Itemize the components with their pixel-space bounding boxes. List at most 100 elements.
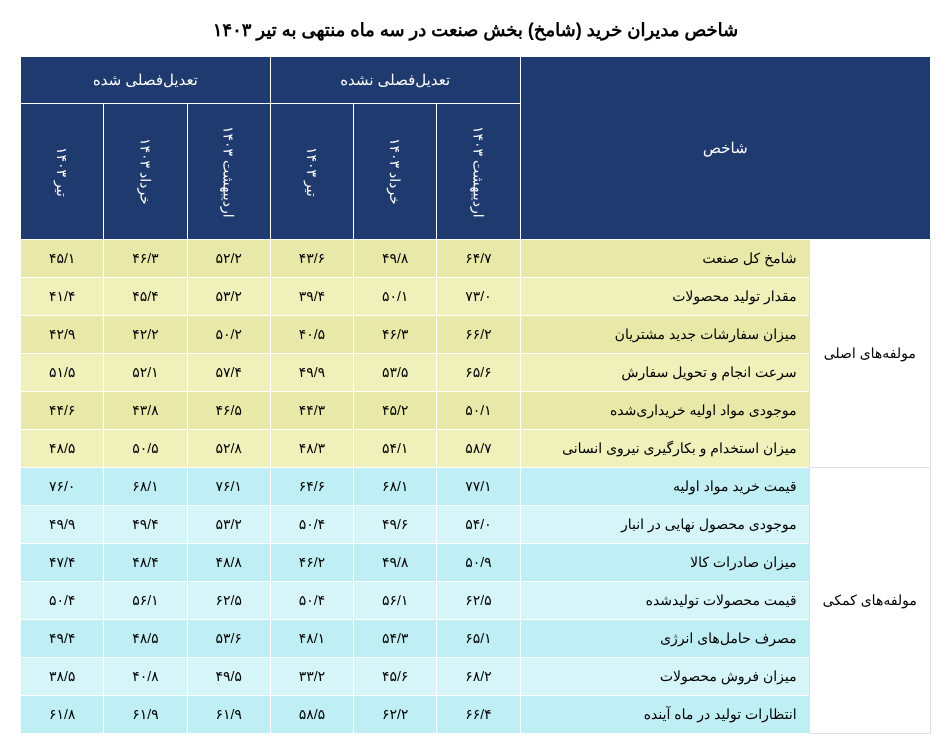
header-month-u1: اردیبهشت ۱۴۰۳: [437, 104, 520, 240]
table-row: مصرف حامل‌های انرژی ۶۵/۱ ۵۴/۳ ۴۸/۱ ۵۳/۶ …: [21, 620, 931, 658]
cell: ۶۴/۷: [437, 240, 520, 278]
cell: ۶۴/۶: [270, 468, 353, 506]
table-row: میزان استخدام و بکارگیری نیروی انسانی ۵۸…: [21, 430, 931, 468]
cell: ۴۷/۴: [21, 544, 104, 582]
cell: ۷۶/۱: [187, 468, 270, 506]
cell: ۴۴/۳: [270, 392, 353, 430]
cell: ۶۵/۶: [437, 354, 520, 392]
cell: ۴۳/۶: [270, 240, 353, 278]
cell: ۷۳/۰: [437, 278, 520, 316]
cell: ۶۵/۱: [437, 620, 520, 658]
cell: ۴۸/۵: [104, 620, 187, 658]
cell: ۵۸/۵: [270, 696, 353, 734]
header-month-a2: خرداد ۱۴۰۳: [104, 104, 187, 240]
table-row: مقدار تولید محصولات ۷۳/۰ ۵۰/۱ ۳۹/۴ ۵۳/۲ …: [21, 278, 931, 316]
header-month-u2: خرداد ۱۴۰۳: [354, 104, 437, 240]
cell: ۴۱/۴: [21, 278, 104, 316]
section-main: مولفه‌های اصلی: [809, 240, 930, 468]
cell-name: میزان صادرات کالا: [520, 544, 809, 582]
cell: ۳۳/۲: [270, 658, 353, 696]
cell: ۴۶/۲: [270, 544, 353, 582]
cell: ۶۸/۲: [437, 658, 520, 696]
cell: ۶۸/۱: [104, 468, 187, 506]
cell-name: انتظارات تولید در ماه آینده: [520, 696, 809, 734]
cell-name: موجودی محصول نهایی در انبار: [520, 506, 809, 544]
cell: ۵۰/۲: [187, 316, 270, 354]
cell: ۴۶/۳: [354, 316, 437, 354]
cell: ۶۲/۵: [187, 582, 270, 620]
cell: ۴۹/۸: [354, 544, 437, 582]
cell: ۵۰/۵: [104, 430, 187, 468]
cell: ۴۵/۲: [354, 392, 437, 430]
cell: ۴۹/۵: [187, 658, 270, 696]
cell: ۴۹/۹: [21, 506, 104, 544]
table-row: میزان صادرات کالا ۵۰/۹ ۴۹/۸ ۴۶/۲ ۴۸/۸ ۴۸…: [21, 544, 931, 582]
cell: ۵۴/۱: [354, 430, 437, 468]
cell: ۵۲/۸: [187, 430, 270, 468]
cell-name: مقدار تولید محصولات: [520, 278, 809, 316]
cell: ۴۸/۱: [270, 620, 353, 658]
table-row: مولفه‌های کمکی قیمت خرید مواد اولیه ۷۷/۱…: [21, 468, 931, 506]
cell: ۵۳/۲: [187, 278, 270, 316]
cell-name: شامخ کل صنعت: [520, 240, 809, 278]
cell: ۴۸/۴: [104, 544, 187, 582]
cell: ۵۸/۷: [437, 430, 520, 468]
table-row: میزان سفارشات جدید مشتریان ۶۶/۲ ۴۶/۳ ۴۰/…: [21, 316, 931, 354]
cell: ۵۶/۱: [104, 582, 187, 620]
cell: ۵۱/۵: [21, 354, 104, 392]
cell: ۴۲/۲: [104, 316, 187, 354]
cell-name: قیمت محصولات تولیدشده: [520, 582, 809, 620]
cell: ۵۴/۳: [354, 620, 437, 658]
cell-name: مصرف حامل‌های انرژی: [520, 620, 809, 658]
cell: ۵۲/۱: [104, 354, 187, 392]
cell: ۶۶/۴: [437, 696, 520, 734]
section-aux: مولفه‌های کمکی: [809, 468, 930, 734]
cell: ۴۹/۴: [21, 620, 104, 658]
table-row: سرعت انجام و تحویل سفارش ۶۵/۶ ۵۳/۵ ۴۹/۹ …: [21, 354, 931, 392]
table-row: قیمت محصولات تولیدشده ۶۲/۵ ۵۶/۱ ۵۰/۴ ۶۲/…: [21, 582, 931, 620]
table-title: شاخص مدیران خرید (شامخ) بخش صنعت در سه م…: [20, 20, 931, 41]
cell: ۶۸/۱: [354, 468, 437, 506]
cell: ۴۹/۶: [354, 506, 437, 544]
cell: ۵۰/۱: [354, 278, 437, 316]
header-month-u3: تیر ۱۴۰۳: [270, 104, 353, 240]
cell: ۵۲/۲: [187, 240, 270, 278]
table-row: موجودی محصول نهایی در انبار ۵۴/۰ ۴۹/۶ ۵۰…: [21, 506, 931, 544]
cell: ۵۷/۴: [187, 354, 270, 392]
cell: ۳۸/۵: [21, 658, 104, 696]
cell-name: سرعت انجام و تحویل سفارش: [520, 354, 809, 392]
table-row: انتظارات تولید در ماه آینده ۶۶/۴ ۶۲/۲ ۵۸…: [21, 696, 931, 734]
cell: ۶۱/۸: [21, 696, 104, 734]
cell: ۴۹/۸: [354, 240, 437, 278]
cell: ۴۳/۸: [104, 392, 187, 430]
cell: ۴۸/۳: [270, 430, 353, 468]
pmi-table: شاخص تعدیل‌فصلی نشده تعدیل‌فصلی شده اردی…: [20, 56, 931, 734]
cell: ۵۴/۰: [437, 506, 520, 544]
table-row: مولفه‌های اصلی شامخ کل صنعت ۶۴/۷ ۴۹/۸ ۴۳…: [21, 240, 931, 278]
cell: ۶۶/۲: [437, 316, 520, 354]
cell: ۴۶/۵: [187, 392, 270, 430]
header-month-a1: اردیبهشت ۱۴۰۳: [187, 104, 270, 240]
cell: ۴۰/۵: [270, 316, 353, 354]
cell: ۵۰/۴: [270, 582, 353, 620]
cell: ۴۲/۹: [21, 316, 104, 354]
cell-name: موجودی مواد اولیه خریداری‌شده: [520, 392, 809, 430]
cell: ۵۶/۱: [354, 582, 437, 620]
cell: ۴۹/۹: [270, 354, 353, 392]
header-indicator: شاخص: [520, 57, 930, 240]
cell-name: قیمت خرید مواد اولیه: [520, 468, 809, 506]
cell: ۴۵/۶: [354, 658, 437, 696]
cell: ۵۰/۴: [270, 506, 353, 544]
cell: ۵۳/۶: [187, 620, 270, 658]
table-row: میزان فروش محصولات ۶۸/۲ ۴۵/۶ ۳۳/۲ ۴۹/۵ ۴…: [21, 658, 931, 696]
cell: ۵۰/۴: [21, 582, 104, 620]
cell: ۴۵/۴: [104, 278, 187, 316]
cell: ۴۰/۸: [104, 658, 187, 696]
cell: ۶۲/۵: [437, 582, 520, 620]
cell: ۶۲/۲: [354, 696, 437, 734]
cell: ۴۴/۶: [21, 392, 104, 430]
cell: ۴۸/۵: [21, 430, 104, 468]
cell: ۳۹/۴: [270, 278, 353, 316]
table-body: مولفه‌های اصلی شامخ کل صنعت ۶۴/۷ ۴۹/۸ ۴۳…: [21, 240, 931, 734]
cell: ۶۱/۹: [187, 696, 270, 734]
